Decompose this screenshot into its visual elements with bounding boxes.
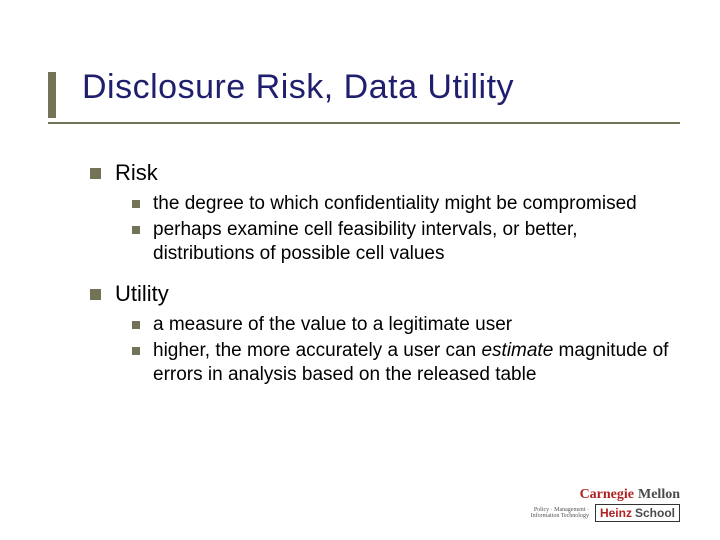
slide-title-area: Disclosure Risk, Data Utility — [48, 68, 680, 107]
section-label: Risk — [115, 160, 158, 186]
footer-logo: Carnegie Mellon Policy · Management · In… — [531, 487, 680, 522]
logo-carnegie: Carnegie — [580, 487, 634, 503]
list-item: the degree to which confidentiality migh… — [132, 192, 670, 216]
item-text-pre: higher, the more accurately a user can — [153, 340, 481, 361]
square-bullet-icon — [132, 347, 140, 355]
item-text: higher, the more accurately a user can e… — [153, 339, 670, 387]
item-text: the degree to which confidentiality migh… — [153, 192, 637, 216]
section-risk: Risk — [90, 160, 670, 186]
square-bullet-icon — [90, 168, 101, 179]
item-text: a measure of the value to a legitimate u… — [153, 313, 512, 337]
item-text: perhaps examine cell feasibility interva… — [153, 218, 670, 266]
list-item: a measure of the value to a legitimate u… — [132, 313, 670, 337]
square-bullet-icon — [90, 289, 101, 300]
carnegie-mellon-wordmark: Carnegie Mellon — [531, 487, 680, 503]
heinz-school-row: Policy · Management · Information Techno… — [531, 504, 680, 522]
slide-title: Disclosure Risk, Data Utility — [82, 68, 680, 107]
logo-tagline: Policy · Management · Information Techno… — [531, 507, 589, 519]
square-bullet-icon — [132, 200, 140, 208]
item-text-em: estimate — [481, 340, 553, 361]
title-accent-bar — [48, 72, 56, 118]
square-bullet-icon — [132, 226, 140, 234]
slide-content: Risk the degree to which confidentiality… — [90, 160, 670, 403]
heinz-school-box: Heinz School — [595, 504, 680, 522]
section-label: Utility — [115, 281, 169, 307]
tagline-line: Information Technology — [531, 513, 589, 519]
title-underline — [48, 122, 680, 124]
risk-items: the degree to which confidentiality migh… — [132, 192, 670, 265]
square-bullet-icon — [132, 321, 140, 329]
utility-items: a measure of the value to a legitimate u… — [132, 313, 670, 386]
list-item: perhaps examine cell feasibility interva… — [132, 218, 670, 266]
section-utility: Utility — [90, 281, 670, 307]
logo-mellon: Mellon — [638, 487, 680, 503]
list-item: higher, the more accurately a user can e… — [132, 339, 670, 387]
logo-school: School — [635, 506, 675, 520]
logo-heinz: Heinz — [600, 506, 632, 520]
